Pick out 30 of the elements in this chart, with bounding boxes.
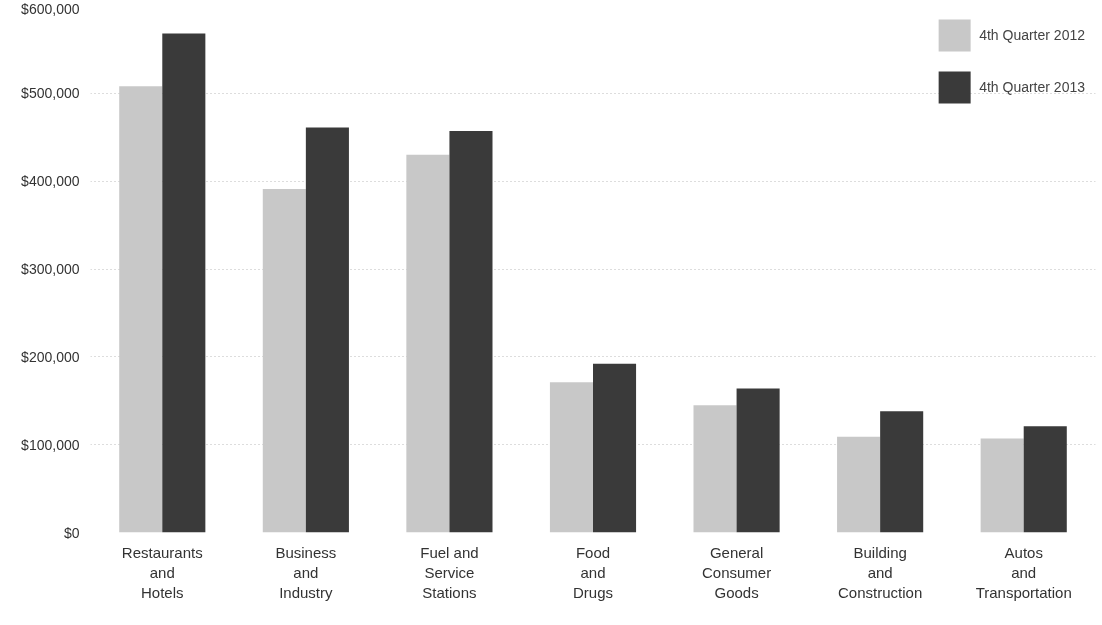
bar (593, 363, 637, 533)
x-tick-label: Food and Drugs (572, 543, 614, 602)
bar (406, 154, 450, 533)
bar (837, 436, 881, 533)
x-tick-label: Fuel and Service Stations (420, 543, 479, 602)
x-tick-label: Restaurants and Hotels (121, 543, 203, 602)
y-tick-label: $600,000 (21, 0, 80, 17)
bar (980, 438, 1024, 533)
bar (549, 382, 593, 533)
legend-label: 4th Quarter 2013 (979, 79, 1085, 95)
x-tick-label: Building and Construction (838, 543, 923, 602)
y-tick-label: $200,000 (21, 348, 80, 365)
bar (162, 33, 206, 533)
y-tick-label: $400,000 (21, 173, 80, 190)
y-tick-label: $500,000 (21, 85, 80, 102)
y-tick-label: $0 (63, 524, 80, 541)
bar (693, 405, 737, 533)
bar (1023, 426, 1067, 533)
bar (119, 86, 163, 533)
bar (736, 388, 780, 533)
bar (449, 131, 493, 533)
y-tick-label: $300,000 (21, 261, 80, 277)
bar (262, 189, 306, 533)
bar (305, 127, 349, 533)
x-tick-label: Autos and Transportation (975, 543, 1072, 602)
bar (880, 411, 924, 533)
y-tick-label: $100,000 (21, 436, 80, 453)
x-tick-label: Business and Industry (275, 543, 337, 602)
x-tick-label: General Consumer Goods (701, 543, 772, 602)
legend-label: 4th Quarter 2012 (979, 27, 1085, 43)
